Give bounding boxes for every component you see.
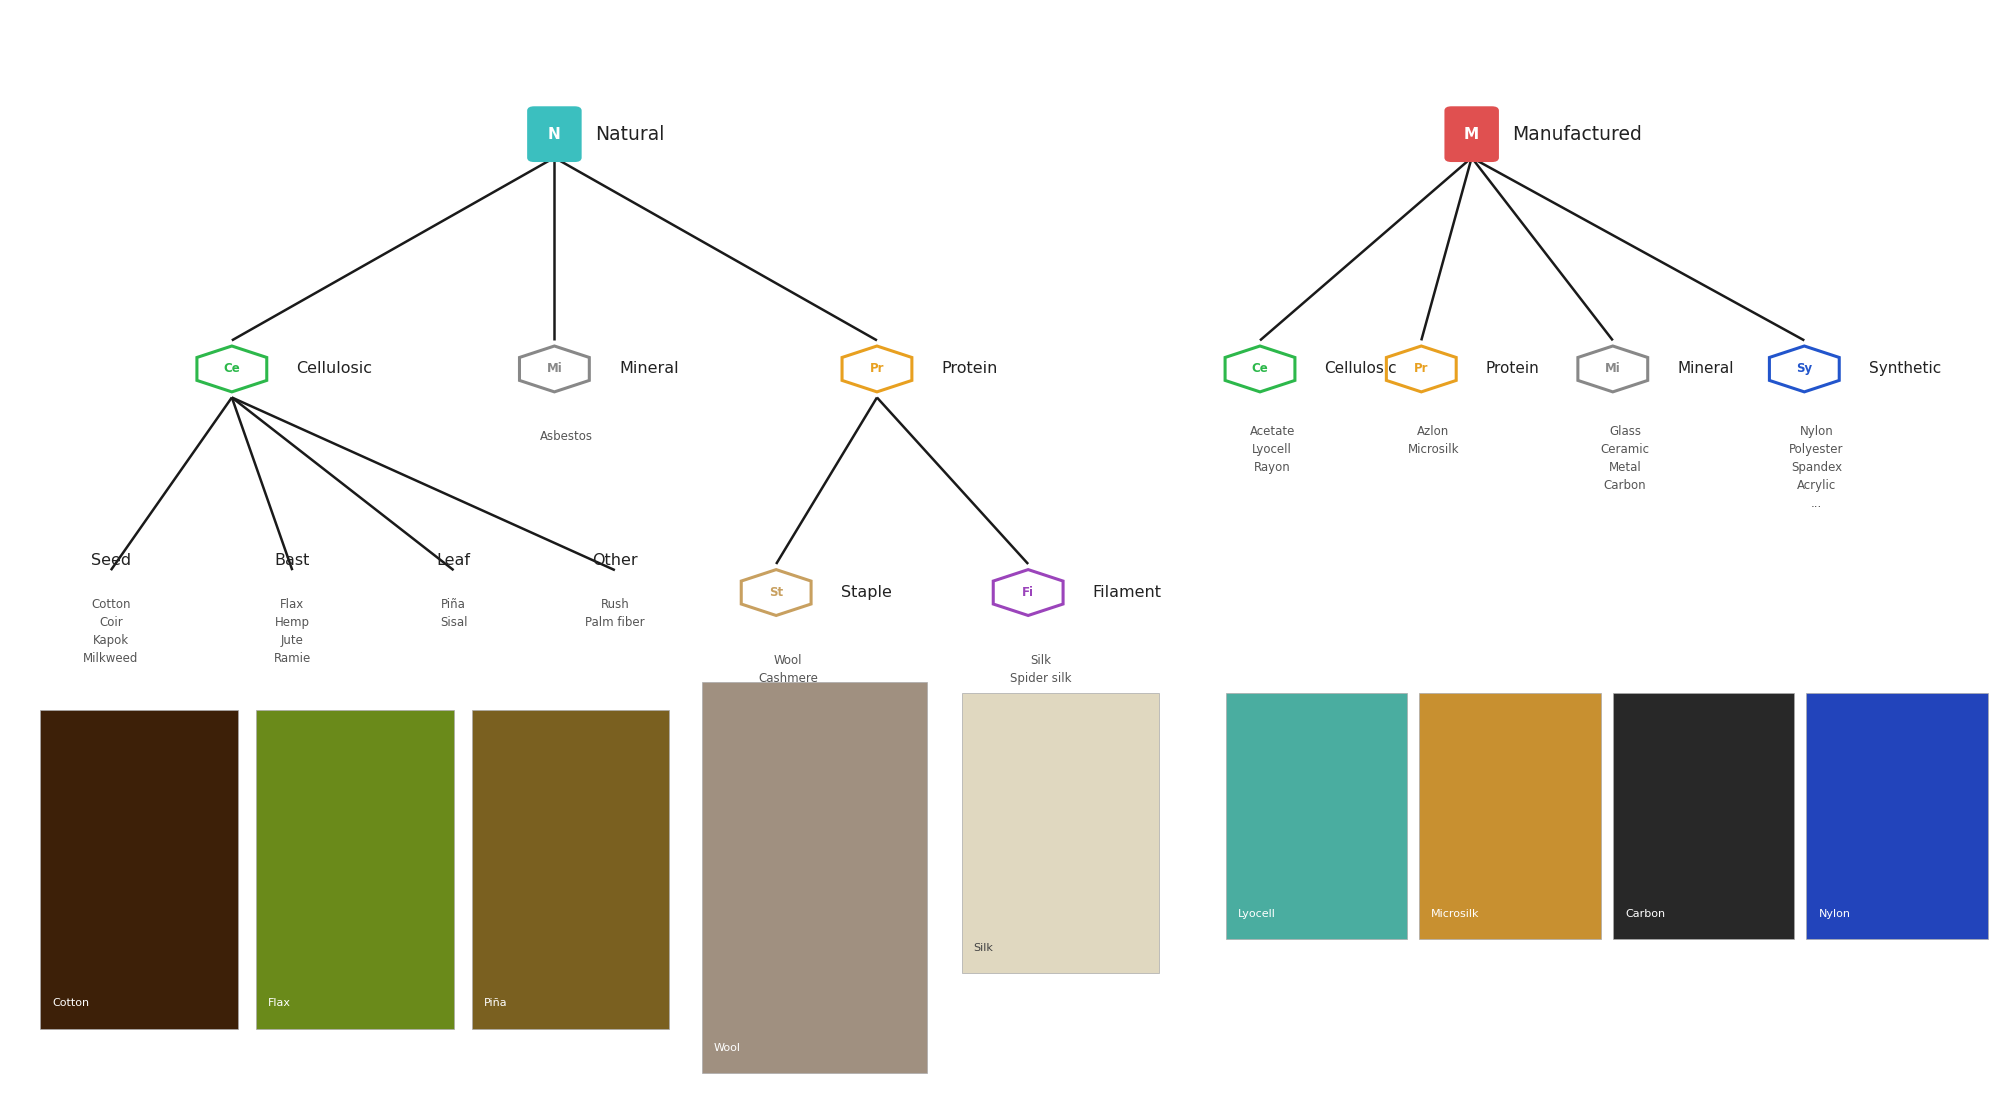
Text: Pr: Pr bbox=[869, 362, 885, 376]
Text: Flax
Hemp
Jute
Ramie: Flax Hemp Jute Ramie bbox=[274, 598, 310, 665]
Text: Mineral: Mineral bbox=[1677, 361, 1734, 377]
Text: Mi: Mi bbox=[546, 362, 562, 376]
Text: Bast: Bast bbox=[274, 553, 310, 568]
Text: Staple: Staple bbox=[841, 585, 891, 600]
Text: Mi: Mi bbox=[1605, 362, 1621, 376]
Text: Silk
Spider silk: Silk Spider silk bbox=[1010, 654, 1070, 685]
Text: Filament: Filament bbox=[1093, 585, 1161, 600]
Text: Wool
Cashmere
Mohair
Llama
Alpaca
Angora
Camel
...: Wool Cashmere Mohair Llama Alpaca Angora… bbox=[758, 654, 818, 793]
Text: Protein: Protein bbox=[941, 361, 998, 377]
Text: Microsilk: Microsilk bbox=[1431, 909, 1480, 919]
FancyBboxPatch shape bbox=[1419, 693, 1601, 939]
Text: Asbestos: Asbestos bbox=[540, 430, 593, 444]
Text: Cellulosic: Cellulosic bbox=[296, 361, 373, 377]
Text: Protein: Protein bbox=[1486, 361, 1540, 377]
Text: Acetate
Lyocell
Rayon: Acetate Lyocell Rayon bbox=[1250, 425, 1294, 474]
Text: Silk: Silk bbox=[974, 942, 994, 953]
Text: Azlon
Microsilk: Azlon Microsilk bbox=[1407, 425, 1460, 456]
Text: Synthetic: Synthetic bbox=[1869, 361, 1941, 377]
Text: Glass
Ceramic
Metal
Carbon: Glass Ceramic Metal Carbon bbox=[1601, 425, 1649, 492]
Text: St: St bbox=[768, 586, 784, 599]
FancyBboxPatch shape bbox=[528, 107, 581, 161]
Text: Cotton: Cotton bbox=[52, 998, 89, 1008]
Text: Cellulosic: Cellulosic bbox=[1325, 361, 1397, 377]
Text: N: N bbox=[548, 126, 560, 142]
Text: Piña: Piña bbox=[484, 998, 508, 1008]
FancyBboxPatch shape bbox=[702, 682, 927, 1073]
FancyBboxPatch shape bbox=[40, 710, 238, 1029]
Text: Seed: Seed bbox=[91, 553, 131, 568]
Text: Mineral: Mineral bbox=[619, 361, 679, 377]
Text: Manufactured: Manufactured bbox=[1512, 125, 1641, 143]
FancyBboxPatch shape bbox=[256, 710, 454, 1029]
Text: Flax: Flax bbox=[268, 998, 290, 1008]
Text: M: M bbox=[1464, 126, 1480, 142]
Text: Wool: Wool bbox=[714, 1043, 740, 1053]
Text: Lyocell: Lyocell bbox=[1238, 909, 1276, 919]
FancyBboxPatch shape bbox=[1226, 693, 1407, 939]
Text: Fi: Fi bbox=[1022, 586, 1034, 599]
Text: Nylon
Polyester
Spandex
Acrylic
...: Nylon Polyester Spandex Acrylic ... bbox=[1788, 425, 1845, 510]
FancyBboxPatch shape bbox=[1445, 107, 1498, 161]
Text: Cotton
Coir
Kapok
Milkweed: Cotton Coir Kapok Milkweed bbox=[83, 598, 139, 665]
Text: Sy: Sy bbox=[1796, 362, 1812, 376]
Text: Nylon: Nylon bbox=[1818, 909, 1851, 919]
Text: Other: Other bbox=[593, 553, 637, 568]
Text: Ce: Ce bbox=[224, 362, 240, 376]
FancyBboxPatch shape bbox=[962, 693, 1159, 973]
FancyBboxPatch shape bbox=[472, 710, 669, 1029]
Text: Carbon: Carbon bbox=[1625, 909, 1665, 919]
Text: Leaf: Leaf bbox=[437, 553, 470, 568]
FancyBboxPatch shape bbox=[1806, 693, 1988, 939]
Text: Piña
Sisal: Piña Sisal bbox=[439, 598, 468, 629]
Text: Rush
Palm fiber: Rush Palm fiber bbox=[585, 598, 645, 629]
FancyBboxPatch shape bbox=[1613, 693, 1794, 939]
Text: Ce: Ce bbox=[1252, 362, 1268, 376]
Text: Pr: Pr bbox=[1413, 362, 1429, 376]
Text: Natural: Natural bbox=[595, 125, 663, 143]
